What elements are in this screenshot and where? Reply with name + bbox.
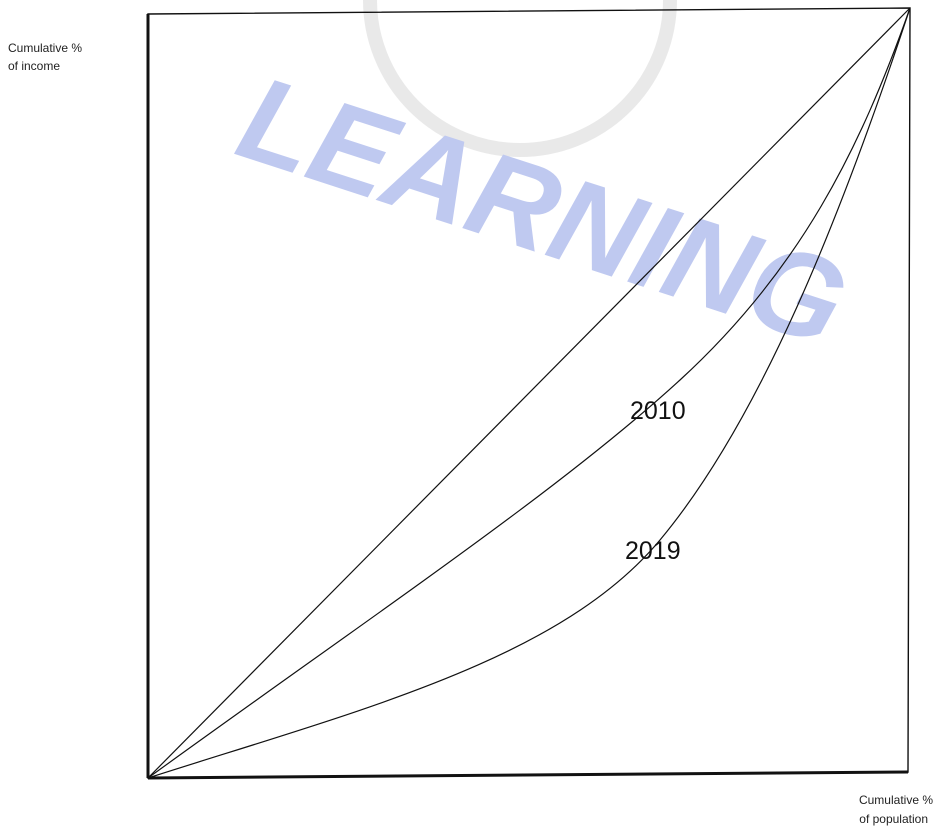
watermark-logo [363,0,677,157]
curve-2010 [147,7,911,779]
watermark: LEARNING [224,0,861,372]
curve-2019 [147,7,911,779]
x-axis-label: Cumulative % [859,793,933,807]
curve-label: 2019 [625,537,681,565]
y-axis-label: of income [8,59,60,73]
watermark-text: LEARNING [224,50,861,371]
y-axis-label: Cumulative % [8,41,82,55]
x-axis-label: of population [859,812,928,826]
x-axis [147,770,909,780]
curve-label: 2010 [630,397,686,425]
equality-line [147,7,911,779]
